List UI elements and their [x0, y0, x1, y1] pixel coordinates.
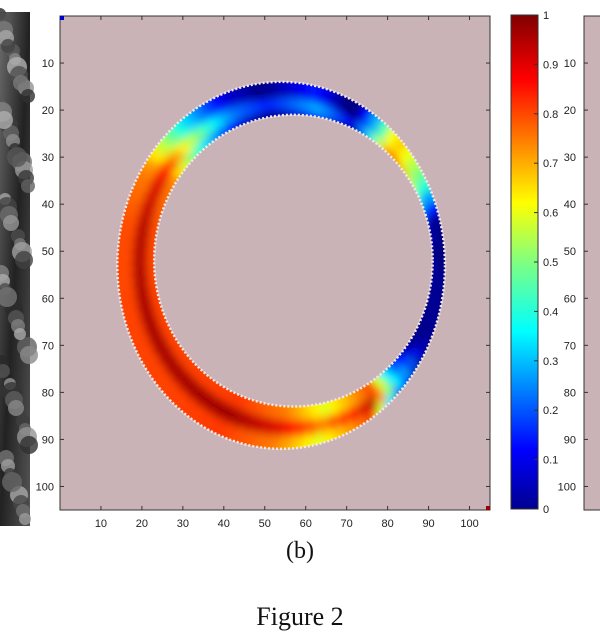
x-tick-label: 40 [218, 518, 230, 530]
colorbar-tick-label: 0.3 [543, 356, 558, 368]
y-tick-label: 60 [42, 293, 54, 305]
y-tick-label: 100 [36, 481, 54, 493]
colorbar-tick-label: 0.9 [543, 59, 558, 71]
subfigure-caption: (b) [286, 538, 314, 564]
left-neighbor-panel [0, 8, 38, 526]
colorbar: 0 0.1 0.2 0.3 0.4 0.5 0.6 0.7 0.8 0.9 1 [510, 10, 558, 516]
texture-spot [0, 364, 10, 378]
texture-spot [19, 513, 31, 525]
colorbar-tick-label: 1 [543, 10, 549, 22]
texture-spot [2, 472, 22, 492]
colorbar-tick-label: 0.2 [543, 405, 558, 417]
plot-frame [59, 15, 491, 511]
x-tick-label: 80 [381, 518, 393, 530]
x-tick-label: 60 [300, 518, 312, 530]
neighbor-y-tick-label: 60 [564, 293, 576, 305]
x-tick-label: 90 [422, 518, 434, 530]
texture-spot [20, 436, 38, 454]
neighbor-y-tick-label: 70 [564, 340, 576, 352]
y-tick-label: 10 [42, 58, 54, 70]
y-tick-label: 30 [42, 152, 54, 164]
texture-spot [15, 251, 33, 269]
right-neighbor-panel: 10 20 30 40 50 60 70 80 90 100 [558, 15, 600, 511]
colorbar-gradient [510, 14, 539, 510]
colorbar-tick-label: 0.4 [543, 306, 558, 318]
neighbor-y-tick-label: 80 [564, 387, 576, 399]
y-tick-label: 40 [42, 199, 54, 211]
colorbar-tick-label: 0.6 [543, 208, 558, 220]
colorbar-tick-label: 0.7 [543, 158, 558, 170]
neighbor-y-tick-label: 100 [558, 481, 576, 493]
texture-spot [20, 346, 38, 364]
heatmap-plot: 10 20 30 40 50 60 70 80 90 100 10 20 30 40 50 60 70 80 90… [36, 15, 491, 530]
x-tick-label: 30 [177, 518, 189, 530]
ring-heatmap [60, 16, 490, 510]
x-tick-label: 10 [95, 518, 107, 530]
y-tick-label: 50 [42, 246, 54, 258]
y-axis: 10 20 30 40 50 60 70 80 90 100 [36, 58, 490, 493]
figure-caption: Figure 2 [256, 602, 344, 631]
texture-spot [21, 89, 35, 103]
texture-spot [1, 39, 15, 53]
neighbor-y-tick-label: 40 [564, 199, 576, 211]
ring-outer-boundary [116, 80, 447, 451]
texture-spot [13, 75, 29, 91]
colorbar-tick-label: 0 [543, 504, 549, 516]
texture-spot [8, 400, 24, 416]
colorbar-tick-label: 0.8 [543, 109, 558, 121]
x-tick-label: 100 [460, 518, 478, 530]
neighbor-y-tick-label: 20 [564, 105, 576, 117]
texture-spot [7, 147, 27, 167]
neighbor-y-tick-label: 50 [564, 246, 576, 258]
heatmap-cell [429, 238, 458, 267]
ring-inner-boundary [152, 113, 434, 408]
colorbar-tick-label: 0.5 [543, 257, 558, 269]
y-tick-label: 70 [42, 340, 54, 352]
neighbor-y-tick-label: 10 [564, 58, 576, 70]
colorbar-tick-label: 0.1 [543, 455, 558, 467]
y-tick-label: 20 [42, 105, 54, 117]
neighbor-y-tick-label: 90 [564, 434, 576, 446]
x-axis: 10 20 30 40 50 60 70 80 90 100 [95, 16, 479, 530]
x-tick-label: 70 [341, 518, 353, 530]
x-tick-label: 20 [136, 518, 148, 530]
y-tick-label: 80 [42, 387, 54, 399]
texture-spot [14, 328, 26, 340]
x-tick-label: 50 [259, 518, 271, 530]
texture-spot [21, 179, 35, 193]
texture-spot [3, 215, 19, 231]
texture-spot [0, 111, 13, 129]
neighbor-y-tick-label: 30 [564, 152, 576, 164]
y-tick-label: 90 [42, 434, 54, 446]
texture-spot [0, 287, 17, 307]
